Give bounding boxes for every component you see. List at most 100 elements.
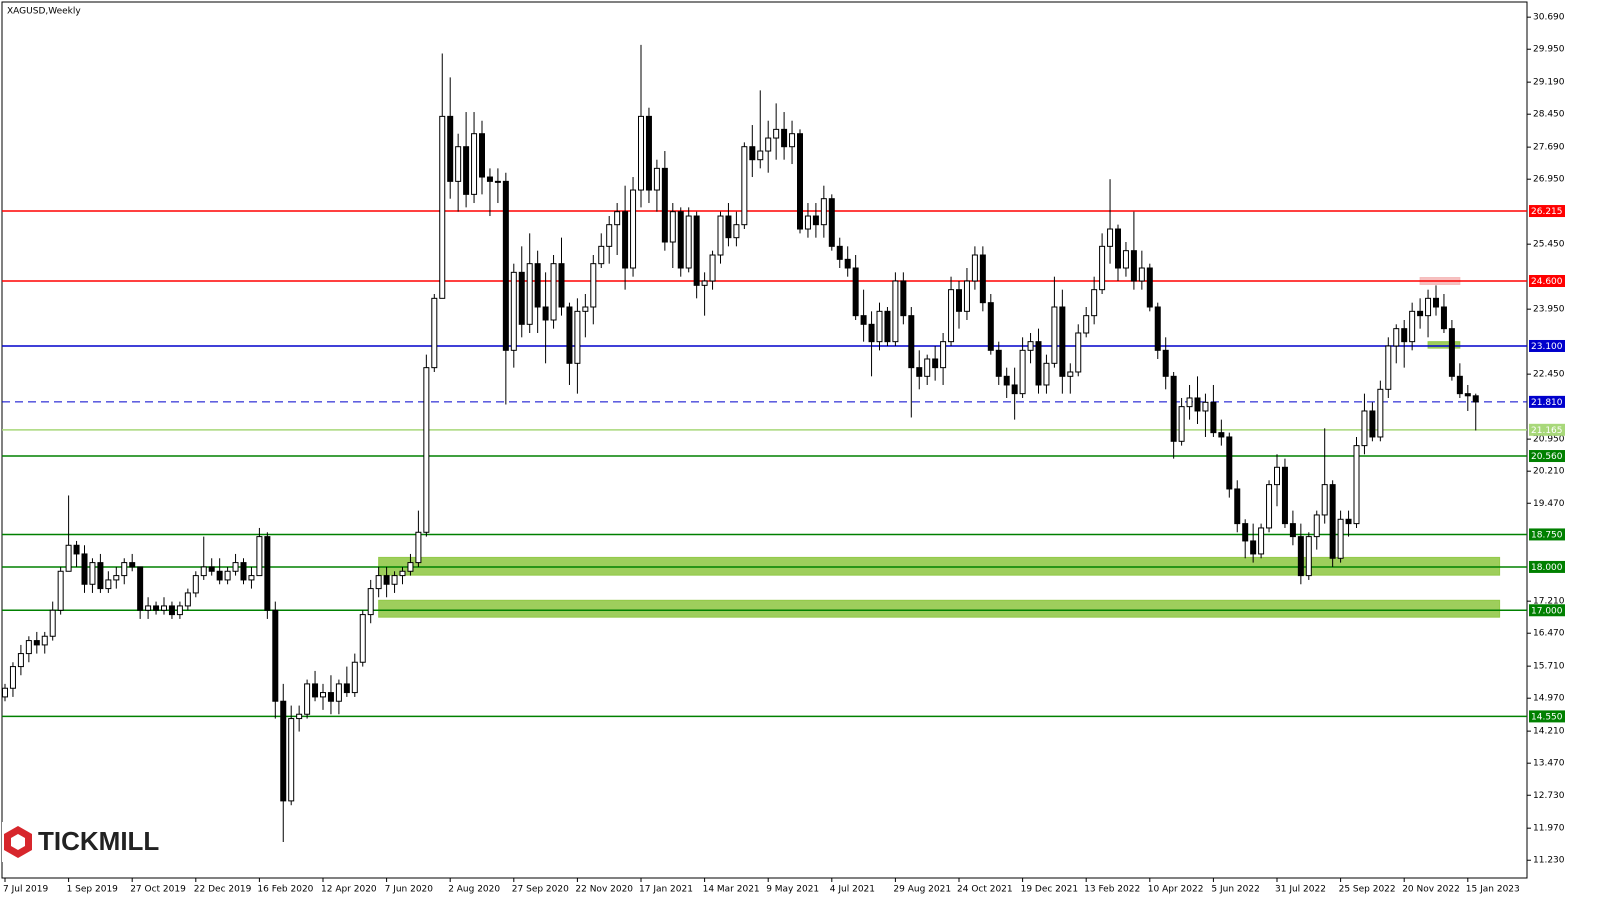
candle-body	[1234, 488, 1241, 525]
x-tick-label: 24 Oct 2021	[957, 885, 1013, 895]
candle-body	[566, 306, 573, 364]
candle-body	[717, 215, 724, 256]
candle-body	[248, 575, 255, 581]
x-tick-label: 2 Aug 2020	[448, 885, 500, 895]
logo-text: TICKMILL	[38, 826, 159, 856]
candle-body	[749, 146, 756, 161]
candle-body	[97, 562, 104, 590]
y-tick-label: 22.450	[1533, 370, 1565, 380]
y-tick-label: 23.950	[1533, 305, 1565, 315]
candle-body	[1115, 228, 1121, 269]
y-tick-label: 25.450	[1533, 240, 1565, 250]
candle-body	[391, 575, 398, 585]
candle-body	[1393, 328, 1400, 347]
candle-body	[956, 289, 962, 312]
candle-body	[1027, 341, 1034, 351]
candle-body	[9, 666, 16, 689]
y-tick-label: 11.230	[1533, 856, 1565, 866]
candle-body	[145, 605, 152, 611]
candle-body	[685, 215, 692, 269]
candle-body	[1321, 484, 1328, 516]
candle-body	[677, 211, 684, 269]
plot-frame	[1, 1, 1528, 879]
candle-body	[653, 167, 660, 191]
x-tick-label: 27 Oct 2019	[130, 885, 186, 895]
zone	[1427, 341, 1461, 349]
candle-body	[240, 562, 247, 581]
candle-body	[1138, 267, 1145, 282]
candle-body	[463, 146, 470, 195]
candle-body	[892, 280, 899, 343]
candle-body	[773, 128, 780, 139]
level-label-bg	[1529, 560, 1565, 573]
y-tick-label: 26.950	[1533, 175, 1565, 185]
candle-body	[25, 640, 32, 655]
candle-body	[1417, 310, 1424, 317]
chart-title: XAGUSD,Weekly	[7, 7, 81, 17]
y-tick-label: 27.690	[1533, 143, 1565, 153]
candle-body	[836, 245, 843, 260]
candle-body	[789, 133, 796, 148]
candle-body	[1369, 410, 1376, 438]
candle-body	[1353, 445, 1360, 525]
candle-body	[948, 289, 955, 343]
candle-body	[375, 575, 382, 590]
candle-body	[455, 146, 462, 182]
candle-body	[89, 562, 96, 585]
candle-body	[1250, 540, 1257, 555]
candle-body	[1194, 397, 1201, 412]
candle-body	[129, 562, 136, 568]
candle-body	[359, 614, 366, 663]
candle-body	[113, 575, 120, 581]
candle-body	[1440, 306, 1447, 330]
candle-body	[614, 211, 621, 226]
candle-body	[669, 211, 676, 243]
candle-body	[423, 367, 430, 533]
candle-body	[987, 302, 994, 351]
x-tick-label: 1 Sep 2019	[67, 885, 119, 895]
y-tick-label: 14.970	[1533, 694, 1565, 704]
level-label: 26.215	[1531, 207, 1563, 217]
candle-body	[860, 315, 867, 325]
candle-body	[1178, 406, 1185, 442]
candle-body	[630, 189, 637, 269]
candle-body	[232, 562, 239, 572]
x-tick-label: 22 Dec 2019	[194, 885, 252, 895]
logo-bg	[2, 822, 187, 862]
candle-body	[1035, 341, 1042, 386]
y-tick-label: 20.950	[1533, 435, 1565, 445]
level-label: 23.100	[1531, 342, 1563, 352]
candle-body	[1186, 397, 1193, 408]
candle-body	[200, 566, 207, 577]
candle-body	[526, 263, 533, 325]
candle-body	[765, 137, 772, 152]
candle-body	[168, 605, 175, 616]
level-label-bg	[1529, 423, 1565, 436]
candle-body	[876, 310, 883, 343]
candle-body	[280, 700, 287, 802]
candle-body	[1337, 518, 1344, 559]
candle-body	[502, 180, 509, 351]
candle-body	[908, 315, 915, 369]
candle-body	[399, 570, 406, 577]
candle-body	[638, 115, 644, 191]
candle-body	[940, 341, 947, 369]
level-label-bg	[1529, 710, 1565, 723]
candle-body	[161, 605, 167, 611]
candle-body	[1162, 349, 1169, 377]
candle-body	[1154, 306, 1161, 351]
candle-body	[900, 280, 907, 317]
candle-body	[820, 198, 827, 226]
candle-body	[479, 133, 485, 178]
y-tick-label: 12.730	[1533, 791, 1565, 801]
candle-body	[272, 609, 279, 702]
x-tick-label: 15 Jan 2023	[1466, 885, 1520, 895]
y-tick-label: 15.710	[1533, 662, 1565, 672]
candle-body	[1305, 536, 1312, 577]
candle-body	[1472, 395, 1479, 403]
candle-body	[192, 575, 199, 594]
candle-body	[1107, 228, 1114, 247]
candle-body	[916, 367, 923, 377]
y-tick-label: 17.210	[1533, 597, 1565, 607]
level-label: 14.550	[1531, 712, 1563, 722]
